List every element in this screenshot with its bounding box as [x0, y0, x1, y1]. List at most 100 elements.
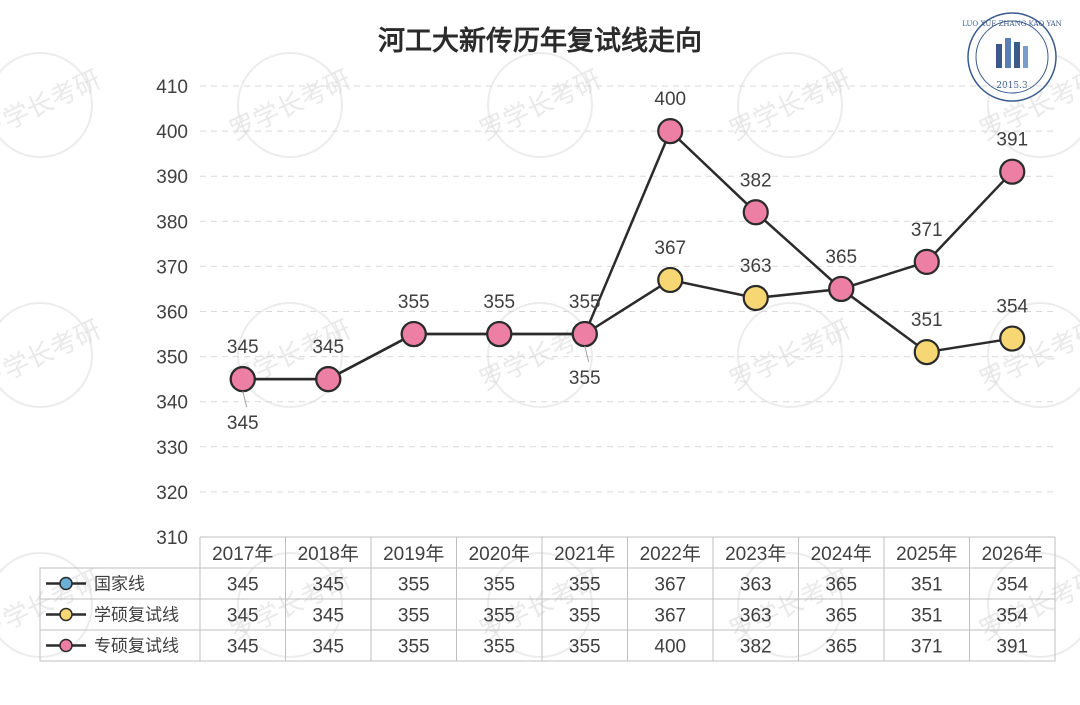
- table-cell: 355: [483, 637, 515, 658]
- x-tick-label: 2025年: [896, 543, 957, 565]
- data-label: 345: [227, 337, 259, 358]
- x-tick-label: 2017年: [212, 543, 273, 565]
- x-tick-label: 2026年: [982, 543, 1043, 565]
- data-label: 355: [398, 292, 430, 313]
- table-cell: 351: [911, 606, 943, 627]
- logo-text: LUO XUE ZHANG KAO YAN: [962, 20, 1062, 28]
- y-tick-label: 370: [156, 257, 188, 278]
- watermark-ring: [487, 52, 593, 158]
- watermark-ring: [737, 552, 843, 658]
- watermark-text: 罗学长考研: [225, 65, 356, 147]
- table-cell: 355: [483, 575, 515, 596]
- watermark-ring: [0, 302, 93, 408]
- watermark-ring: [487, 302, 593, 408]
- data-point: [657, 118, 684, 145]
- brand-logo: LUO XUE ZHANG KAO YAN 2015.3: [962, 12, 1062, 102]
- x-tick-label: 2023年: [725, 543, 786, 565]
- data-point: [999, 325, 1026, 352]
- x-tick-label: 2021年: [554, 543, 615, 565]
- legend-marker: [59, 576, 73, 591]
- table-cell: 365: [825, 637, 857, 658]
- table-cell: 345: [312, 637, 344, 658]
- data-label: 365: [825, 247, 857, 268]
- data-point: [315, 366, 342, 393]
- table-cell: 365: [825, 575, 857, 596]
- data-point: [913, 248, 940, 275]
- y-tick-label: 380: [156, 212, 188, 233]
- logo-book-icon: [996, 44, 1002, 68]
- data-labels: 345 345 355 355 355 400 382 365 371 391 345 355 367 3…: [227, 89, 1029, 434]
- watermark-text: 罗学长考研: [0, 65, 106, 147]
- watermark-ring: [987, 302, 1080, 408]
- table-cell: 367: [654, 575, 686, 596]
- x-tick-label: 2020年: [469, 543, 530, 565]
- table-cell: 391: [996, 637, 1028, 658]
- x-tick-label: 2019年: [383, 543, 444, 565]
- data-table: 2017年 2018年 2019年 2020年 2021年 2022年 2023年 2024年…: [39, 536, 1056, 662]
- table-cell: 345: [312, 606, 344, 627]
- logo-book-icon: [1014, 42, 1020, 68]
- y-tick-label: 330: [156, 438, 188, 459]
- table-cell: 371: [911, 637, 943, 658]
- series-lines: [229, 118, 1026, 393]
- watermark-text: 罗学长考研: [725, 315, 856, 397]
- data-point: [742, 199, 769, 226]
- watermark-ring: [0, 52, 93, 158]
- data-label: 382: [740, 170, 772, 191]
- table-cell: 363: [740, 575, 772, 596]
- table-cell: 351: [911, 575, 943, 596]
- legend-label: 国家线: [94, 575, 145, 595]
- table-cell: 345: [227, 637, 259, 658]
- data-point: [571, 320, 598, 348]
- data-label: 355: [569, 368, 601, 389]
- y-axis-ticks: 410 400 390 380 370 360 350 340 330 320 310: [156, 77, 188, 549]
- table-cell: 355: [398, 575, 430, 596]
- data-label: 345: [312, 337, 344, 358]
- y-tick-label: 310: [156, 528, 188, 549]
- logo-date: 2015.3: [996, 81, 1028, 91]
- table-cell: 382: [740, 637, 772, 658]
- label-leader-line: [584, 345, 590, 363]
- watermark-text: 罗学长考研: [475, 65, 606, 147]
- table-cell: 367: [654, 606, 686, 627]
- y-tick-label: 350: [156, 348, 188, 369]
- table-cell: 345: [227, 606, 259, 627]
- watermark-ring: [237, 52, 343, 158]
- data-point: [828, 275, 855, 303]
- watermark-ring: [737, 52, 843, 158]
- table-cell: 355: [398, 606, 430, 627]
- table-cell: 354: [996, 606, 1028, 627]
- legend-label: 专硕复试线: [94, 637, 179, 657]
- data-label: 363: [740, 256, 772, 277]
- watermark-text: 罗学长考研: [0, 315, 106, 397]
- data-label: 371: [911, 220, 943, 241]
- x-tick-label: 2024年: [811, 543, 872, 565]
- data-label: 400: [654, 89, 686, 110]
- logo-book-icon: [1023, 46, 1028, 68]
- series-line: [242, 128, 1014, 381]
- table-cell: 363: [740, 606, 772, 627]
- data-point: [400, 320, 427, 348]
- table-cell: 355: [569, 637, 601, 658]
- data-label: 355: [569, 292, 601, 313]
- x-tick-label: 2018年: [298, 543, 359, 565]
- data-point: [913, 338, 940, 366]
- logo-book-icon: [1005, 38, 1011, 68]
- legend-marker: [59, 607, 73, 622]
- y-tick-label: 400: [156, 122, 188, 143]
- y-tick-label: 360: [156, 303, 188, 324]
- logo-outer-ring: [967, 12, 1057, 102]
- data-label: 391: [996, 130, 1028, 151]
- legend-marker: [59, 638, 73, 653]
- watermark-ring: [237, 552, 343, 658]
- watermark-ring: [737, 302, 843, 408]
- table-cell: 345: [312, 575, 344, 596]
- y-tick-label: 410: [156, 77, 188, 98]
- y-tick-label: 340: [156, 393, 188, 414]
- watermark-text: 罗学长考研: [0, 565, 106, 647]
- table-cell: 400: [654, 637, 686, 658]
- table-cell: 355: [569, 606, 601, 627]
- table-cell: 354: [996, 575, 1028, 596]
